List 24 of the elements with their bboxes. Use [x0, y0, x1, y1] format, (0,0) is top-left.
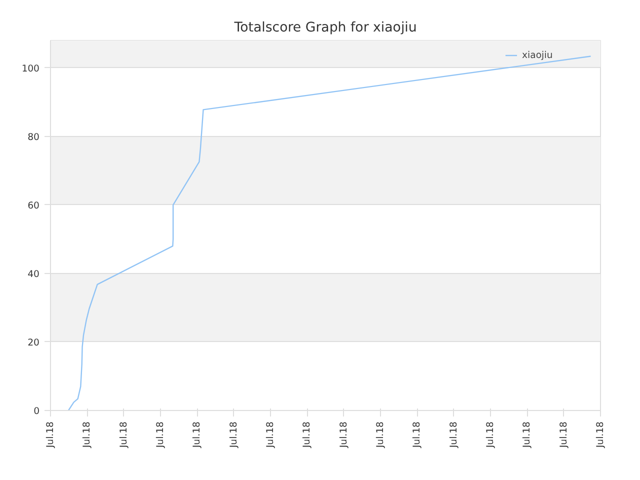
x-tick-label: Jul.18 [338, 421, 350, 449]
x-tick-label: Jul.18 [375, 421, 386, 449]
y-tick-label: 60 [28, 200, 40, 212]
y-tick-label: 100 [22, 63, 40, 74]
x-tick-label: Jul.18 [155, 421, 166, 449]
x-tick-label: Jul.18 [448, 421, 460, 449]
x-tick-label: Jul.18 [118, 421, 130, 449]
x-tick-label: Jul.18 [485, 421, 496, 449]
x-tick-label: Jul.18 [265, 421, 276, 449]
y-tick-label: 40 [28, 268, 40, 280]
x-tick-label: Jul.18 [302, 421, 313, 449]
y-tick-label: 20 [28, 337, 40, 348]
x-tick-label: Jul.18 [82, 421, 93, 449]
legend-label: xiaojiu [522, 50, 553, 60]
y-tick-label: 80 [28, 132, 40, 143]
x-tick-label: Jul.18 [558, 421, 570, 449]
y-tick-label: 0 [34, 406, 40, 417]
x-tick-label: Jul.18 [522, 421, 533, 449]
x-tick-label: Jul.18 [595, 421, 606, 449]
x-tick-label: Jul.18 [45, 421, 56, 449]
chart-title: Totalscore Graph for xiaojiu [233, 20, 417, 36]
x-tick-label: Jul.18 [192, 421, 203, 449]
x-tick-label: Jul.18 [228, 421, 240, 449]
x-tick-label: Jul.18 [412, 421, 423, 449]
